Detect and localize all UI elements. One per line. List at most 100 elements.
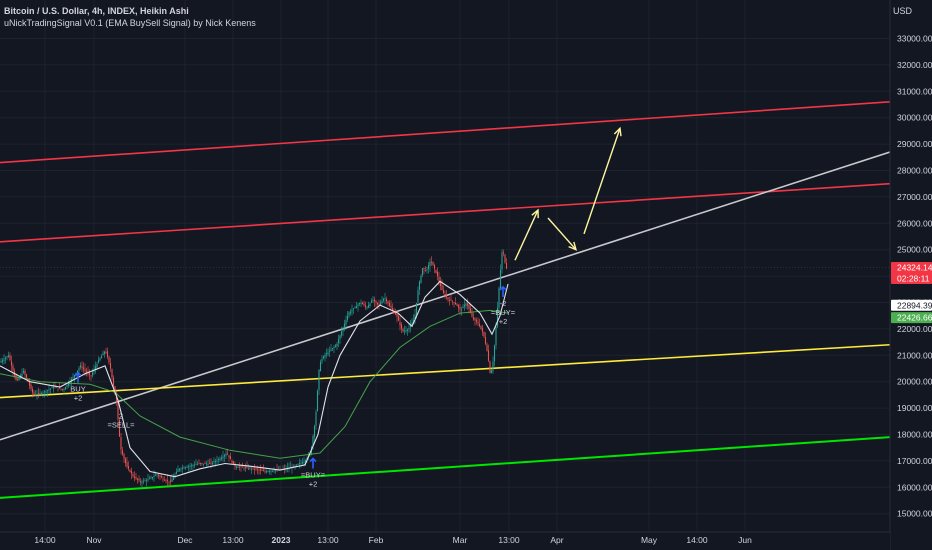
candle-body <box>379 302 382 305</box>
candle-body <box>258 469 260 471</box>
candle-body <box>4 357 7 360</box>
candle-body <box>382 298 385 301</box>
candle-body <box>105 352 107 353</box>
projection-arrow <box>547 217 577 251</box>
candle-body <box>213 461 215 463</box>
candle-body <box>24 370 26 375</box>
candle-body <box>400 324 403 329</box>
trendline <box>0 101 891 164</box>
candle-body <box>333 346 335 349</box>
candle-body <box>391 308 394 311</box>
candle-body <box>78 368 80 371</box>
candle-body <box>195 464 197 466</box>
candle-body <box>477 322 479 324</box>
candle-body <box>487 350 490 361</box>
candle-body <box>298 463 301 465</box>
candle-body <box>460 309 463 311</box>
candle-body <box>126 462 128 467</box>
candle-body <box>474 318 476 321</box>
candle-body <box>192 465 194 466</box>
candle-body <box>228 455 230 458</box>
candle-body <box>412 320 415 323</box>
candle-body <box>378 303 380 305</box>
candle-body <box>52 387 55 389</box>
candle-body <box>358 303 361 305</box>
candle-body <box>217 459 220 461</box>
candle-body <box>436 271 439 277</box>
buy-arrow-icon <box>499 285 507 297</box>
candle-body <box>159 475 161 477</box>
candle-body <box>127 466 130 469</box>
candle-body <box>85 370 88 373</box>
candle-body <box>327 352 329 355</box>
candle-body <box>432 261 434 266</box>
candle-body <box>225 453 227 456</box>
candle-body <box>292 465 295 467</box>
candle-body <box>354 306 356 308</box>
candle-body <box>232 461 235 465</box>
candle-body <box>165 480 167 482</box>
candle-body <box>123 454 125 459</box>
candle-body <box>49 388 52 390</box>
candle-body <box>387 301 389 304</box>
candle-body <box>343 323 346 328</box>
candle-body <box>9 355 11 361</box>
candle-body <box>324 354 326 357</box>
candle-body <box>28 381 31 386</box>
candle-body <box>366 307 368 309</box>
candle-body <box>133 476 136 478</box>
candle-body <box>178 468 181 471</box>
candle-body <box>211 462 214 464</box>
candle-body <box>472 317 475 320</box>
candle-body <box>465 303 467 306</box>
candle-body <box>172 477 175 480</box>
candle-body <box>316 390 319 412</box>
time-tick-label: Dec <box>177 535 193 545</box>
time-axis-background <box>0 532 890 550</box>
candle-body <box>441 284 443 291</box>
candle-body <box>345 320 347 325</box>
trendline <box>0 436 891 499</box>
candle-body <box>501 252 503 270</box>
candle-body <box>22 370 25 373</box>
candle-body <box>61 388 64 390</box>
time-axis[interactable]: 14:00 Nov Dec 13:00 2023 13:00 Feb Mar 13:00 Apr M… <box>0 531 890 550</box>
trendlines <box>0 101 891 499</box>
symbol-title[interactable]: Bitcoin / U.S. Dollar, 4h, INDEX, Heikin… <box>4 6 189 16</box>
price-tag <box>891 299 932 311</box>
candle-body <box>40 393 43 395</box>
candle-body <box>393 311 395 313</box>
candle-body <box>67 383 70 386</box>
candle-body <box>102 353 104 356</box>
candle-body <box>363 303 365 306</box>
candle-body <box>321 359 323 362</box>
candle-body <box>456 304 458 306</box>
candle-body <box>351 310 353 312</box>
candle-body <box>312 435 314 447</box>
candle-body <box>297 464 299 465</box>
candle-body <box>421 268 424 276</box>
candle-body <box>177 469 179 472</box>
candle-body <box>58 387 61 389</box>
projection-arrow <box>583 128 621 235</box>
buy-arrow-icon <box>309 457 317 469</box>
candle-body <box>180 468 182 470</box>
time-tick-label: 14:00 <box>686 535 708 545</box>
candle-body <box>33 392 35 395</box>
candle-body <box>495 327 497 346</box>
candle-body <box>423 267 425 269</box>
candle-body <box>349 311 352 314</box>
candle-body <box>340 331 343 336</box>
candle-body <box>417 290 419 302</box>
candle-body <box>199 463 202 464</box>
time-tick-label: 14:00 <box>34 535 56 545</box>
candle-body <box>88 372 91 375</box>
candle-body <box>97 360 100 363</box>
indicator-title[interactable]: uNickTradingSignal V0.1 (EMA BuySell Sig… <box>4 18 256 28</box>
candle-body <box>175 471 178 474</box>
candle-body <box>243 467 245 469</box>
projection-arrowhead <box>531 208 539 219</box>
candle-body <box>139 481 142 483</box>
candle-body <box>121 450 124 455</box>
